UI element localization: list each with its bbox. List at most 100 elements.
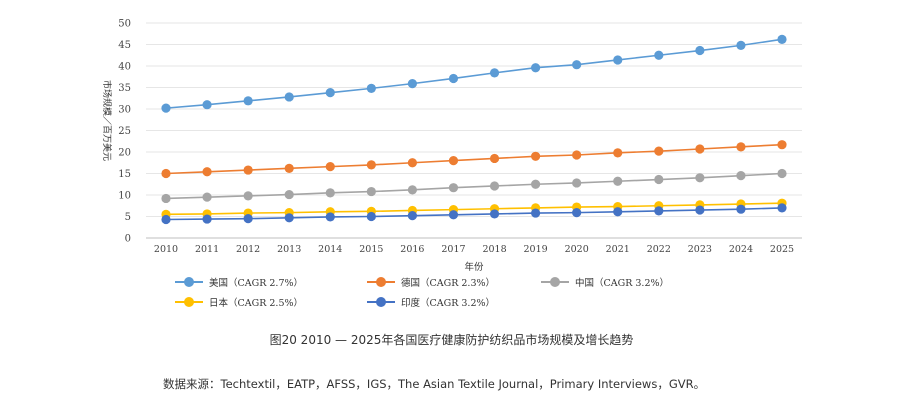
data-point [243, 96, 253, 106]
legend-item: 美国（CAGR 2.7%） [175, 274, 303, 290]
data-point [531, 208, 541, 218]
data-point [243, 165, 253, 175]
x-tick-label: 2014 [318, 244, 342, 255]
data-point [243, 191, 253, 201]
data-point [695, 173, 705, 183]
data-point [325, 212, 335, 222]
x-tick-labels: 2010 2011 2012 2013 2014 2015 2016 2017 2018 2019… [154, 244, 794, 255]
data-point [572, 178, 582, 188]
series-line [165, 202, 783, 216]
figure-caption: 图20 2010 — 2025年各国医疗健康防护纺织品市场规模及增长趋势 [269, 333, 634, 347]
legend-swatch [367, 276, 395, 288]
data-point [202, 167, 212, 177]
y-tick-label: 30 [118, 105, 131, 116]
series-line [165, 172, 783, 200]
data-point [489, 68, 500, 78]
data-point [448, 183, 459, 193]
data-point [407, 158, 417, 168]
y-tick-label: 50 [118, 19, 131, 30]
data-point [531, 151, 541, 161]
x-tick-label: 2016 [400, 244, 424, 255]
data-point [654, 50, 664, 60]
y-tick-label: 40 [118, 62, 131, 73]
data-point [284, 163, 294, 173]
series-line [165, 143, 783, 175]
data-point [448, 156, 459, 166]
data-point [613, 148, 623, 158]
legend-swatch [175, 296, 203, 308]
data-point [161, 193, 171, 204]
legend: 美国（CAGR 2.7%） 德国（CAGR 2.3%） 中国（CAGR 3.2%） 日… [175, 274, 735, 310]
data-point [777, 168, 787, 179]
data-point [366, 83, 376, 93]
data-point [489, 153, 500, 164]
y-tick-label: 5 [125, 212, 131, 223]
data-point [161, 168, 171, 179]
data-point [161, 103, 171, 113]
x-tick-label: 2015 [359, 244, 383, 255]
y-tick-label: 0 [125, 234, 131, 245]
data-point [202, 100, 212, 110]
data-point [695, 45, 705, 56]
data-point [613, 55, 623, 65]
data-point [572, 150, 582, 160]
data-point [736, 171, 746, 181]
legend-item: 德国（CAGR 2.3%） [367, 274, 495, 290]
y-tick-labels: 0 5 10 15 20 25 30 35 40 45 50 [118, 19, 131, 245]
data-point [736, 142, 746, 152]
data-point [448, 73, 459, 84]
legend-swatch [175, 276, 203, 288]
data-point [325, 188, 335, 198]
data-point [613, 176, 623, 186]
series-group [161, 34, 787, 225]
data-point [654, 206, 664, 216]
data-source-note: 数据来源：Techtextil，EATP，AFSS，IGS，The Asian … [163, 377, 706, 391]
data-point [572, 60, 582, 70]
legend-label: 印度（CAGR 3.2%） [401, 298, 496, 309]
x-tick-label: 2020 [565, 244, 589, 255]
data-point [202, 214, 212, 224]
data-point [489, 209, 500, 219]
y-tick-label: 35 [118, 83, 131, 94]
data-point [654, 174, 664, 185]
data-point [366, 160, 376, 170]
data-point [161, 214, 171, 225]
x-axis-label: 年份 [464, 261, 484, 273]
data-point [325, 162, 335, 172]
data-point [284, 213, 294, 223]
data-point [654, 146, 664, 156]
legend-swatch [367, 296, 395, 308]
x-tick-label: 2025 [770, 244, 794, 255]
x-tick-label: 2017 [441, 244, 465, 255]
data-point [407, 79, 417, 89]
y-tick-label: 10 [118, 191, 131, 202]
x-tick-label: 2022 [647, 244, 671, 255]
y-axis-label: 市场规模／百万美元 [101, 80, 113, 161]
data-point [531, 179, 541, 189]
y-tick-label: 20 [118, 148, 131, 159]
x-tick-label: 2018 [482, 244, 506, 255]
data-point [284, 92, 294, 102]
data-point [366, 211, 376, 222]
y-tick-label: 25 [118, 126, 131, 137]
data-point [325, 88, 335, 98]
data-point [572, 208, 582, 218]
y-tick-label: 15 [118, 169, 131, 180]
x-tick-label: 2024 [729, 244, 753, 255]
x-tick-label: 2012 [236, 244, 260, 255]
legend-label: 美国（CAGR 2.7%） [209, 278, 304, 289]
data-point [284, 189, 294, 200]
data-point [243, 214, 253, 224]
data-point [695, 205, 705, 215]
y-tick-label: 45 [118, 40, 131, 51]
data-point [613, 207, 623, 217]
legend-label: 德国（CAGR 2.3%） [401, 278, 496, 289]
data-point [366, 186, 376, 197]
x-tick-label: 2013 [277, 244, 301, 255]
x-tick-label: 2019 [524, 244, 548, 255]
data-point [777, 203, 787, 213]
legend-item: 中国（CAGR 3.2%） [541, 274, 669, 290]
x-tick-label: 2023 [688, 244, 712, 255]
x-tick-label: 2021 [606, 244, 630, 255]
legend-label: 中国（CAGR 3.2%） [575, 278, 670, 289]
